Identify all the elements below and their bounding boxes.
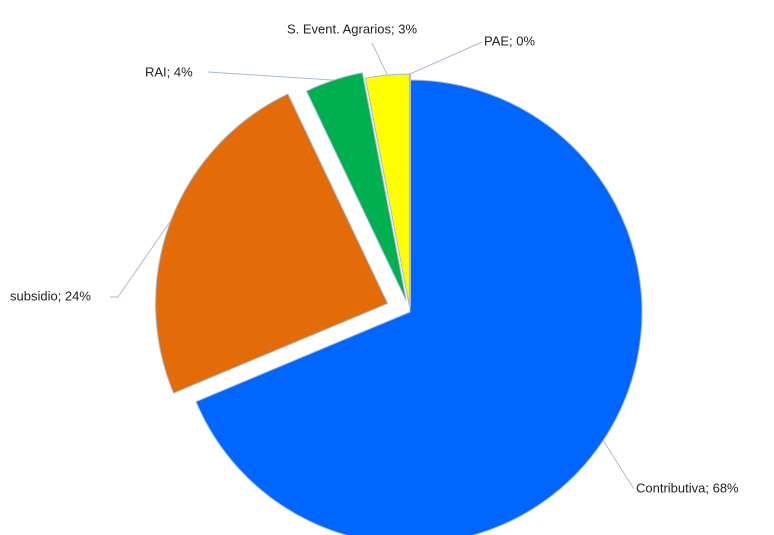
leader-line xyxy=(409,41,483,75)
leader-line xyxy=(371,42,388,76)
data-label: PAE; 0% xyxy=(484,33,536,48)
data-label: subsidio; 24% xyxy=(10,288,91,303)
leader-line xyxy=(110,220,172,298)
leader-line xyxy=(207,71,334,81)
leader-line xyxy=(602,440,635,490)
data-label: S. Event. Agrarios; 3% xyxy=(287,21,418,36)
data-label: Contributiva; 68% xyxy=(636,480,739,495)
pie-slice xyxy=(305,72,407,301)
data-label: RAI; 4% xyxy=(145,64,193,79)
pie-slice xyxy=(195,79,643,535)
